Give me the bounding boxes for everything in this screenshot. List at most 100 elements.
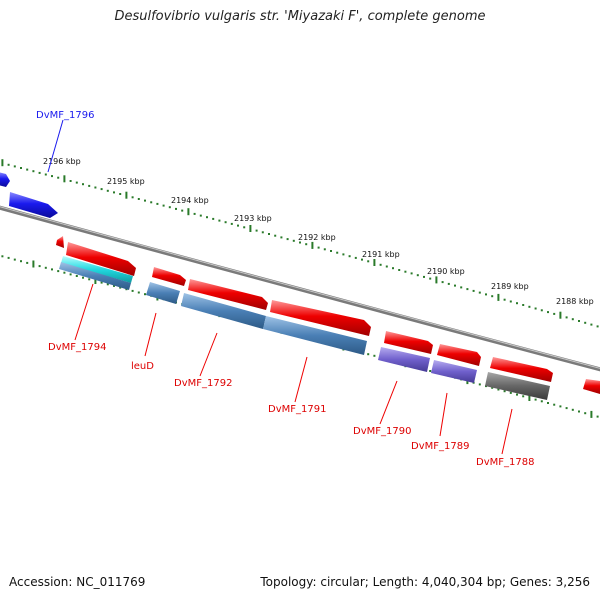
outer-ring-major-tick xyxy=(559,311,562,319)
inner-ring-minor-tick xyxy=(144,293,146,296)
gene-leuD[interactable] xyxy=(152,267,186,286)
outer-ring-minor-tick xyxy=(447,282,450,285)
kbp-label-2190: 2190 kbp xyxy=(427,267,465,276)
gene-label-DvMF_1791[interactable]: DvMF_1791 xyxy=(268,404,326,415)
outer-ring-minor-tick xyxy=(38,171,41,174)
outer-ring-major-tick xyxy=(249,225,252,232)
gene-DvMF_1791[interactable] xyxy=(270,300,371,336)
outer-ring-minor-tick xyxy=(113,191,115,194)
purple-track-1789[interactable] xyxy=(431,360,477,383)
outer-ring-minor-tick xyxy=(137,198,140,200)
outer-ring-minor-tick xyxy=(454,284,456,287)
gene-DvMF_1792[interactable] xyxy=(188,279,268,310)
inner-ring-minor-tick xyxy=(540,400,543,403)
gene-arrow-small-1794[interactable] xyxy=(56,236,64,248)
outer-ring-minor-tick xyxy=(7,163,10,166)
outer-ring-minor-tick xyxy=(51,175,53,178)
outer-ring-minor-tick xyxy=(466,288,469,291)
outer-ring-minor-tick xyxy=(547,311,549,314)
outer-ring-minor-tick xyxy=(584,321,587,324)
outer-ring-minor-tick xyxy=(274,234,277,237)
genome-backbone-highlight xyxy=(0,206,600,369)
outer-ring-minor-tick xyxy=(330,250,332,252)
outer-ring-minor-tick xyxy=(26,168,29,171)
outer-ring-minor-tick xyxy=(379,263,382,266)
outer-ring-major-tick xyxy=(435,276,438,284)
outer-ring-minor-tick xyxy=(528,305,531,308)
inner-ring-minor-tick xyxy=(13,258,16,261)
inner-ring-major-tick xyxy=(590,410,593,418)
outer-ring-minor-tick xyxy=(404,270,407,273)
outer-ring-minor-tick xyxy=(596,325,599,328)
gene-DvMF_1794[interactable] xyxy=(66,242,136,276)
gene-label-DvMF_1789[interactable]: DvMF_1789 xyxy=(411,441,469,452)
outer-ring-minor-tick xyxy=(342,253,345,256)
inner-ring-major-tick xyxy=(94,277,97,284)
gene-label-leuD[interactable]: leuD xyxy=(131,361,154,372)
leader-line-1788 xyxy=(501,408,513,455)
cds-track-leuD[interactable] xyxy=(146,282,180,304)
accession-text: Accession: NC_011769 xyxy=(9,575,146,589)
leader-line-1790 xyxy=(379,380,398,425)
inner-ring-major-tick xyxy=(528,394,531,401)
outer-ring-minor-tick xyxy=(224,221,227,224)
outer-ring-minor-tick xyxy=(88,184,91,187)
inner-ring-major-tick xyxy=(32,260,35,268)
gene-label-DvMF_1790[interactable]: DvMF_1790 xyxy=(353,426,411,437)
outer-ring-minor-tick xyxy=(82,183,84,186)
gray-track-1788[interactable] xyxy=(485,372,550,400)
outer-ring-minor-tick xyxy=(20,167,22,169)
outer-ring-minor-tick xyxy=(516,302,518,305)
gene-DvMF_1789[interactable] xyxy=(437,344,481,366)
leader-line-1794 xyxy=(74,283,94,341)
outer-ring-minor-tick xyxy=(354,256,357,259)
inner-ring-minor-tick xyxy=(429,370,432,372)
inner-ring-minor-tick xyxy=(565,407,568,410)
kbp-label-2195: 2195 kbp xyxy=(107,177,145,186)
outer-ring-minor-tick xyxy=(286,238,289,241)
inner-ring-minor-tick xyxy=(82,276,84,279)
outer-ring-minor-tick xyxy=(317,246,320,249)
outer-ring-minor-tick xyxy=(441,281,444,284)
outer-ring-minor-tick xyxy=(131,196,134,199)
inner-ring-minor-tick xyxy=(137,291,140,294)
gene-label-DvMF_1794[interactable]: DvMF_1794 xyxy=(48,342,106,353)
rna-track-1794[interactable] xyxy=(61,256,133,283)
cds-track-1791[interactable] xyxy=(263,316,367,355)
outer-ring-minor-tick xyxy=(106,189,109,192)
gene-DvMF_1796[interactable] xyxy=(0,172,58,218)
gene-DvMF_1790[interactable] xyxy=(384,331,433,354)
inner-ring-minor-tick xyxy=(559,405,562,408)
genome-backbone xyxy=(0,205,600,372)
outer-ring-minor-tick xyxy=(478,291,481,294)
inner-ring-minor-tick xyxy=(44,266,47,269)
inner-ring-minor-tick xyxy=(571,408,574,411)
outer-ring-minor-tick xyxy=(13,165,16,168)
outer-ring-major-tick xyxy=(125,191,128,199)
cds-track-1794[interactable] xyxy=(59,262,131,290)
gene-DvMF_1788[interactable] xyxy=(490,357,553,382)
outer-ring-minor-tick xyxy=(255,229,258,232)
inner-ring-minor-tick xyxy=(509,391,512,394)
kbp-label-2196: 2196 kbp xyxy=(43,157,81,166)
outer-ring-minor-tick xyxy=(100,188,103,191)
inner-ring-minor-tick xyxy=(516,393,518,396)
outer-ring-minor-tick xyxy=(385,265,388,268)
outer-ring-minor-tick xyxy=(410,272,413,275)
outer-ring-minor-tick xyxy=(305,243,308,246)
outer-ring-minor-tick xyxy=(144,199,146,202)
outer-ring-minor-tick xyxy=(292,239,295,242)
outer-ring-minor-tick xyxy=(348,255,351,258)
purple-track-1790[interactable] xyxy=(378,347,430,372)
leader-line-1792 xyxy=(199,332,218,377)
inner-ring-minor-tick xyxy=(113,284,115,287)
outer-ring-minor-tick xyxy=(150,201,153,204)
inner-ring-minor-tick xyxy=(7,256,10,259)
outer-ring-minor-tick xyxy=(237,224,239,227)
gene-label-DvMF_1796[interactable]: DvMF_1796 xyxy=(36,110,94,121)
kbp-label-2192: 2192 kbp xyxy=(298,233,336,242)
gene-label-DvMF_1788[interactable]: DvMF_1788 xyxy=(476,457,534,468)
cds-track-1792[interactable] xyxy=(181,293,266,329)
gene-edge-right[interactable] xyxy=(583,379,600,394)
gene-label-DvMF_1792[interactable]: DvMF_1792 xyxy=(174,378,232,389)
